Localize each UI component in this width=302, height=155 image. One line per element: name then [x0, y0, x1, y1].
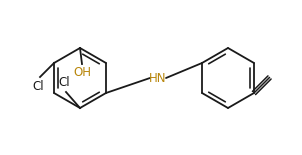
Text: HN: HN — [149, 71, 167, 84]
Text: Cl: Cl — [58, 76, 70, 89]
Text: OH: OH — [73, 66, 91, 79]
Text: Cl: Cl — [32, 80, 44, 93]
